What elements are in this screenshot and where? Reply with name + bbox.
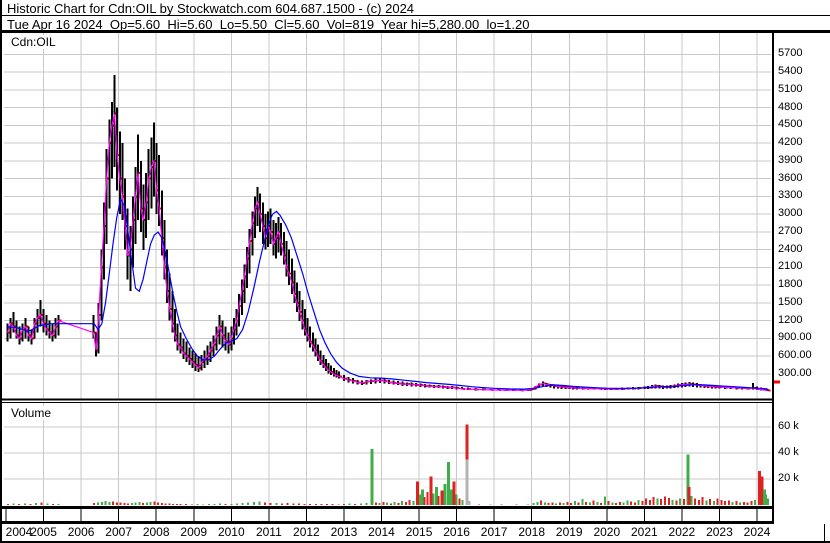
- year-axis-label: 2009: [180, 525, 208, 539]
- year-axis-label: 2015: [405, 525, 433, 539]
- price-axis-label: 3000: [778, 207, 803, 220]
- volume-axis-label: 40 k: [778, 446, 799, 458]
- price-axis-label: 1500: [778, 295, 803, 308]
- year-axis-label: 2005: [30, 525, 57, 539]
- price-axis-label: 3900: [778, 153, 803, 166]
- price-axis-label: 5400: [778, 65, 803, 78]
- year-axis-label: 2004: [5, 525, 33, 539]
- year-axis-label: 2006: [67, 525, 95, 539]
- volume-axis-label: 60 k: [778, 420, 799, 432]
- price-axis-label: 900.00: [778, 331, 812, 344]
- header-divider: [2, 15, 830, 16]
- quote-info-line: Tue Apr 16 2024 Op=5.60 Hi=5.60 Lo=5.50 …: [7, 17, 530, 32]
- year-axis-label: 2010: [217, 525, 245, 539]
- year-axis-label: 2011: [255, 525, 282, 539]
- price-axis-label: 2700: [778, 224, 803, 237]
- price-axis-label: 4500: [778, 118, 803, 131]
- price-axis-label: 600.00: [778, 349, 812, 362]
- year-axis-label: 2024: [743, 525, 771, 539]
- year-axis-label: 2008: [142, 525, 170, 539]
- year-axis-label: 2023: [706, 525, 733, 539]
- price-axis-label: 4200: [778, 136, 803, 149]
- year-axis-label: 2007: [105, 525, 132, 539]
- price-axis-label: 2100: [778, 260, 803, 273]
- year-axis-label: 2012: [293, 525, 320, 539]
- year-axis-label: 2013: [330, 525, 358, 539]
- volume-pane-label: Volume: [9, 406, 54, 420]
- price-axis-label: 5700: [778, 47, 803, 60]
- price-axis-label: 3300: [778, 189, 803, 202]
- year-axis-label: 2022: [668, 525, 696, 539]
- year-axis-label: 2016: [443, 525, 470, 539]
- volume-axis-label: 20 k: [778, 472, 799, 484]
- price-axis-label: 4800: [778, 100, 803, 113]
- price-axis-label: 1200: [778, 313, 803, 326]
- price-axis-label: 5100: [778, 82, 803, 95]
- year-axis-label: 2021: [630, 525, 658, 539]
- year-axis-label: 2014: [368, 525, 395, 539]
- price-axis-label: 1800: [778, 278, 803, 291]
- symbol-label: Cdn:OIL: [9, 35, 58, 49]
- price-axis-label: 3600: [778, 171, 803, 184]
- price-axis-label: 2400: [778, 242, 803, 255]
- year-axis-label: 2020: [593, 525, 621, 539]
- year-axis-label: 2019: [555, 525, 583, 539]
- chart-title: Historic Chart for Cdn:OIL by Stockwatch…: [7, 1, 415, 16]
- year-axis-label: 2018: [518, 525, 546, 539]
- year-axis-label: 2017: [480, 525, 508, 539]
- price-axis-label: 300.00: [778, 367, 812, 379]
- header-thick-divider: [2, 30, 830, 33]
